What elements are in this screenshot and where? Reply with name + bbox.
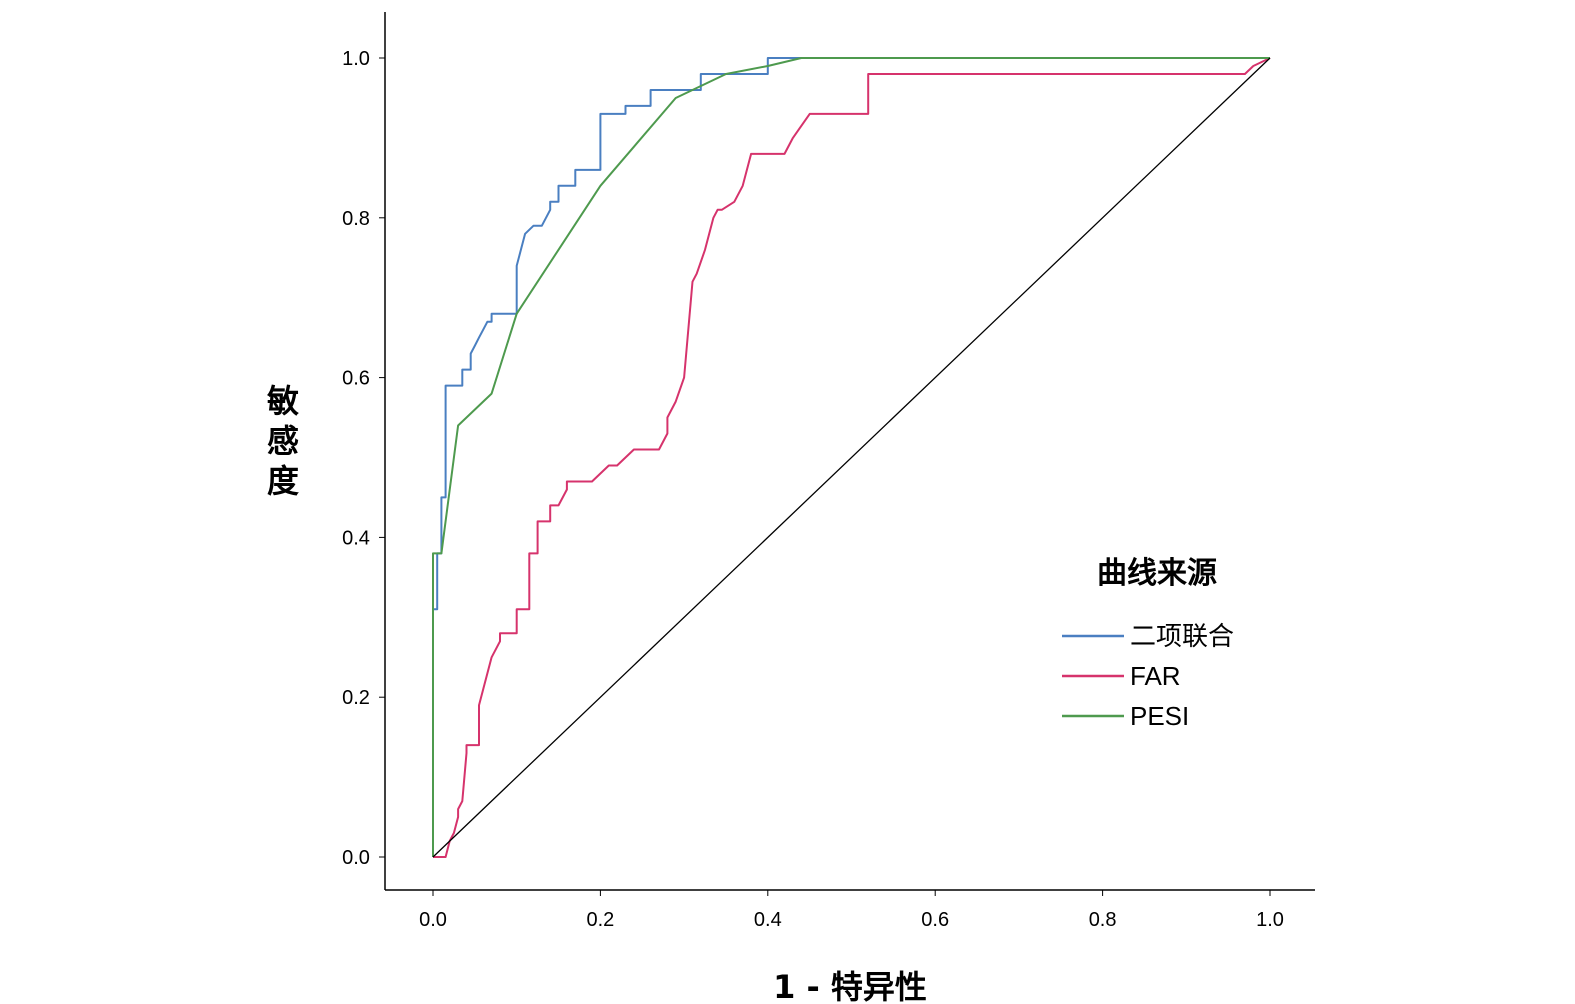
reference-diagonal-line — [432, 57, 1271, 858]
y-tick-label: 0.4 — [342, 527, 370, 549]
y-tick-label: 0.2 — [342, 687, 370, 709]
series-layer — [432, 57, 1271, 858]
y-tick-label: 1.0 — [342, 48, 370, 70]
x-tick-label: 0.0 — [419, 909, 447, 931]
y-tick-label: 0.8 — [342, 208, 370, 230]
x-axis-title: 1 - 特异性 — [773, 968, 927, 1004]
legend-label: FAR — [1130, 661, 1181, 691]
x-tick-label: 0.8 — [1089, 909, 1117, 931]
x-tick-label: 1.0 — [1256, 909, 1284, 931]
x-tick-label: 0.4 — [754, 909, 782, 931]
x-tick-label: 0.6 — [921, 909, 949, 931]
series-line-0 — [432, 57, 1270, 857]
legend-label: 二项联合 — [1130, 621, 1234, 651]
y-ticks: 0.0 0.2 0.4 0.6 0.8 1.0 — [342, 48, 385, 869]
y-tick-label: 0.0 — [342, 847, 370, 869]
y-tick-label: 0.6 — [342, 368, 370, 390]
legend-label: PESI — [1130, 701, 1189, 731]
series-line-1 — [433, 57, 1271, 858]
y-axis-title: 敏感度 — [267, 382, 299, 500]
x-tick-label: 0.2 — [586, 909, 614, 931]
legend-title: 曲线来源 — [1097, 556, 1217, 591]
y-axis-title-group: 敏感度 — [267, 382, 299, 500]
legend: 曲线来源 二项联合 FAR PESI — [1062, 556, 1234, 731]
x-ticks: 0.0 0.2 0.4 0.6 0.8 1.0 — [419, 890, 1284, 931]
series-line-2 — [432, 57, 1270, 857]
